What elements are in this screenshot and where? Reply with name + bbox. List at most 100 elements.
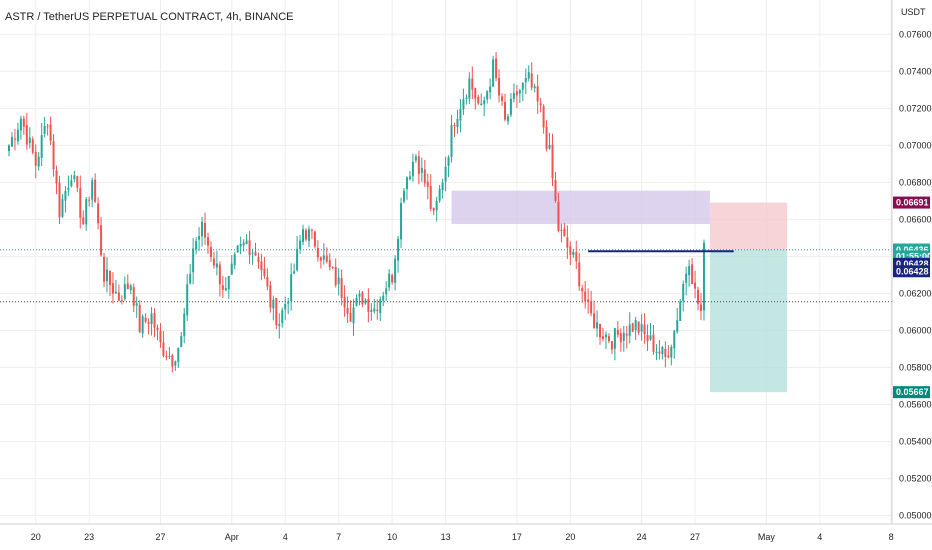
candle-body[interactable] bbox=[405, 177, 408, 190]
candle-body[interactable] bbox=[195, 241, 198, 250]
candle-body[interactable] bbox=[702, 242, 705, 311]
candle-body[interactable] bbox=[206, 237, 209, 246]
candle-body[interactable] bbox=[394, 258, 397, 283]
candle-body[interactable] bbox=[186, 284, 189, 316]
candle-body[interactable] bbox=[227, 275, 230, 290]
candle-body[interactable] bbox=[106, 269, 109, 282]
candle-body[interactable] bbox=[411, 161, 414, 177]
candle-body[interactable] bbox=[530, 73, 533, 88]
candle-body[interactable] bbox=[382, 295, 385, 301]
candle-body[interactable] bbox=[572, 251, 575, 255]
candle-body[interactable] bbox=[566, 237, 569, 248]
candle-body[interactable] bbox=[70, 180, 73, 187]
candle-body[interactable] bbox=[661, 347, 664, 354]
candle-body[interactable] bbox=[135, 303, 138, 306]
candle-body[interactable] bbox=[296, 248, 299, 271]
candle-body[interactable] bbox=[171, 355, 174, 367]
candle-body[interactable] bbox=[257, 257, 260, 263]
candle-body[interactable] bbox=[299, 240, 302, 249]
candle-body[interactable] bbox=[548, 144, 551, 149]
candle-body[interactable] bbox=[275, 297, 278, 326]
candle-body[interactable] bbox=[557, 201, 560, 231]
candle-body[interactable] bbox=[604, 334, 607, 338]
candle-body[interactable] bbox=[450, 125, 453, 158]
candle-body[interactable] bbox=[307, 229, 310, 241]
candle-body[interactable] bbox=[287, 301, 290, 304]
candle-body[interactable] bbox=[165, 355, 168, 358]
candle-body[interactable] bbox=[435, 201, 438, 211]
candle-body[interactable] bbox=[593, 313, 596, 329]
candle-body[interactable] bbox=[79, 188, 82, 218]
candle-body[interactable] bbox=[129, 285, 132, 291]
candle-body[interactable] bbox=[569, 246, 572, 255]
candle-body[interactable] bbox=[55, 170, 58, 184]
candle-body[interactable] bbox=[25, 125, 28, 145]
candle-body[interactable] bbox=[132, 287, 135, 306]
candle-body[interactable] bbox=[120, 300, 123, 302]
candle-body[interactable] bbox=[334, 266, 337, 286]
candle-body[interactable] bbox=[212, 258, 215, 266]
candle-body[interactable] bbox=[10, 137, 13, 147]
candle-body[interactable] bbox=[646, 334, 649, 342]
candle-body[interactable] bbox=[670, 346, 673, 358]
candle-body[interactable] bbox=[328, 260, 331, 268]
candle-body[interactable] bbox=[192, 248, 195, 273]
candle-body[interactable] bbox=[625, 333, 628, 336]
candle-body[interactable] bbox=[492, 59, 495, 87]
candle-body[interactable] bbox=[126, 283, 129, 290]
candle-body[interactable] bbox=[551, 144, 554, 179]
candle-body[interactable] bbox=[631, 323, 634, 332]
candle-body[interactable] bbox=[358, 293, 361, 297]
candle-body[interactable] bbox=[676, 320, 679, 332]
candle-body[interactable] bbox=[474, 88, 477, 99]
candle-body[interactable] bbox=[453, 124, 456, 127]
candle-body[interactable] bbox=[331, 267, 334, 269]
candle-body[interactable] bbox=[664, 348, 667, 357]
candle-body[interactable] bbox=[373, 308, 376, 312]
candle-body[interactable] bbox=[293, 271, 296, 274]
candle-body[interactable] bbox=[619, 333, 622, 343]
candle-body[interactable] bbox=[426, 181, 429, 187]
candle-body[interactable] bbox=[602, 336, 604, 339]
candle-body[interactable] bbox=[521, 82, 524, 90]
candle-body[interactable] bbox=[459, 109, 462, 121]
candle-body[interactable] bbox=[254, 252, 257, 256]
candle-body[interactable] bbox=[640, 324, 643, 332]
candle-body[interactable] bbox=[400, 203, 403, 240]
candle-body[interactable] bbox=[379, 299, 382, 313]
candle-body[interactable] bbox=[46, 125, 49, 127]
candle-body[interactable] bbox=[355, 297, 358, 306]
candle-body[interactable] bbox=[189, 273, 192, 284]
candle-body[interactable] bbox=[385, 288, 388, 295]
candle-body[interactable] bbox=[622, 332, 625, 341]
candle-body[interactable] bbox=[103, 256, 106, 282]
candle-body[interactable] bbox=[560, 230, 563, 232]
candle-body[interactable] bbox=[22, 118, 25, 127]
candle-body[interactable] bbox=[444, 166, 447, 182]
candle-body[interactable] bbox=[515, 91, 518, 96]
candle-body[interactable] bbox=[153, 312, 156, 328]
candle-body[interactable] bbox=[67, 187, 70, 191]
candle-body[interactable] bbox=[198, 236, 201, 240]
candle-body[interactable] bbox=[76, 176, 79, 188]
candle-body[interactable] bbox=[607, 336, 610, 342]
candle-body[interactable] bbox=[613, 328, 616, 349]
candle-body[interactable] bbox=[643, 324, 646, 335]
candle-body[interactable] bbox=[673, 330, 676, 349]
candle-body[interactable] bbox=[554, 179, 557, 201]
candle-body[interactable] bbox=[340, 278, 343, 298]
candle-body[interactable] bbox=[468, 78, 471, 99]
candle-body[interactable] bbox=[37, 156, 40, 167]
candle-body[interactable] bbox=[533, 86, 536, 89]
candle-body[interactable] bbox=[581, 288, 584, 292]
candle-body[interactable] bbox=[64, 190, 67, 201]
candle-body[interactable] bbox=[527, 72, 530, 79]
candle-body[interactable] bbox=[512, 93, 515, 99]
candle-body[interactable] bbox=[123, 284, 126, 299]
price-axis[interactable]: 0.07600 0.07400 0.07200 0.07000 0.06800 0.066… bbox=[899, 29, 932, 520]
candle-body[interactable] bbox=[364, 300, 367, 304]
candle-body[interactable] bbox=[117, 292, 120, 301]
candle-body[interactable] bbox=[224, 288, 227, 291]
candle-body[interactable] bbox=[313, 231, 316, 247]
candle-body[interactable] bbox=[8, 145, 10, 152]
